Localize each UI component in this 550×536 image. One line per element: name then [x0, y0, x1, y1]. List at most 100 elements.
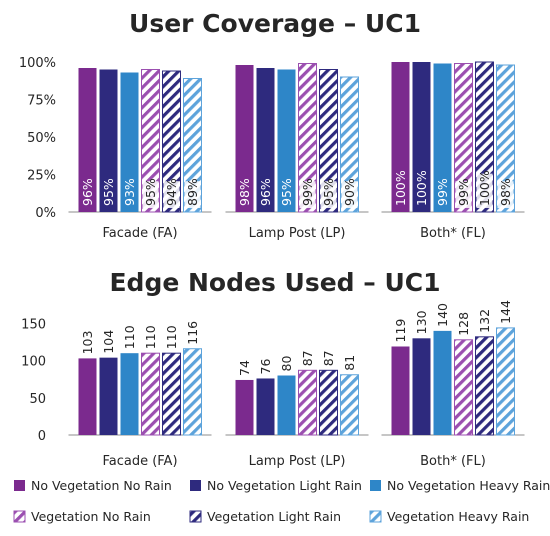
bar — [412, 62, 431, 212]
data-label: 81 — [342, 355, 357, 371]
bar — [183, 78, 202, 213]
user-coverage-chart: 0% 25% 50% 75% 100% Facade (FA) 96% 95% 93% 95% 94… — [19, 56, 525, 241]
data-label: 103 — [80, 331, 95, 355]
data-label: 110 — [122, 325, 137, 349]
bar — [454, 63, 473, 213]
data-label: 76 — [258, 359, 273, 375]
category-label: Lamp Post (LP) — [249, 454, 346, 469]
legend-label: No Vegetation Heavy Rain — [387, 478, 550, 493]
data-label: 128 — [456, 312, 471, 336]
data-label: 99% — [435, 178, 450, 206]
data-label: 87 — [300, 350, 315, 366]
data-label: 144 — [498, 300, 513, 324]
data-label: 132 — [477, 309, 492, 333]
bar — [433, 330, 452, 435]
bar — [78, 68, 97, 212]
category-label: Both* (FL) — [420, 454, 486, 469]
bar — [412, 338, 431, 435]
legend-swatch — [369, 510, 382, 523]
bar — [141, 69, 160, 213]
bar — [277, 375, 296, 435]
legend: No Vegetation No Rain No Vegetation Light… — [13, 478, 550, 524]
bar — [256, 378, 275, 435]
bar — [298, 369, 317, 436]
y-tick-label: 150 — [21, 317, 46, 332]
bar — [99, 357, 118, 435]
y-tick-label: 100% — [19, 56, 56, 71]
data-label: 104 — [101, 330, 116, 354]
data-label: 74 — [237, 360, 252, 376]
legend-swatch — [13, 510, 26, 523]
data-label: 95% — [143, 178, 158, 206]
bar — [120, 72, 139, 212]
legend-label: No Vegetation No Rain — [31, 478, 172, 493]
data-label-backing — [320, 181, 337, 208]
bar — [78, 358, 97, 435]
bar — [496, 327, 515, 436]
data-label: 95% — [279, 178, 294, 206]
data-label-backing — [142, 181, 159, 208]
bar — [162, 352, 181, 436]
data-label: 99% — [300, 178, 315, 206]
data-label: 110 — [143, 325, 158, 349]
category-label: Both* (FL) — [420, 226, 486, 241]
bar — [298, 63, 317, 213]
y-tick-label: 50 — [29, 392, 46, 407]
bar — [99, 69, 118, 212]
data-label-backing — [299, 181, 316, 208]
category-label: Facade (FA) — [102, 454, 177, 469]
legend-swatch — [370, 480, 381, 491]
data-label-backing — [455, 181, 472, 208]
y-tick-label: 0 — [38, 429, 46, 444]
bar — [319, 369, 338, 436]
data-label: 140 — [435, 303, 450, 327]
y-tick-label: 50% — [27, 131, 56, 146]
data-label: 80 — [279, 356, 294, 372]
bar — [391, 346, 410, 435]
data-label: 98% — [237, 178, 252, 206]
y-tick-label: 0% — [35, 206, 56, 221]
data-label-backing — [497, 181, 514, 208]
edge-nodes-chart: 0 50 100 150 Facade (FA) 103 104 110 110 110 116 La… — [21, 300, 525, 469]
data-label: 87 — [321, 350, 336, 366]
bar — [433, 63, 452, 212]
data-label: 119 — [393, 319, 408, 343]
legend-label: Vegetation No Rain — [31, 509, 151, 524]
bar — [454, 339, 473, 436]
bar — [340, 374, 359, 436]
data-label: 100% — [414, 170, 429, 206]
y-tick-label: 100 — [21, 355, 46, 370]
data-label: 95% — [321, 178, 336, 206]
data-label: 89% — [185, 178, 200, 206]
legend-swatch — [190, 480, 201, 491]
category-label: Facade (FA) — [102, 226, 177, 241]
data-label: 100% — [393, 170, 408, 206]
bar — [183, 348, 202, 436]
legend-swatch — [189, 510, 202, 523]
bar — [235, 65, 254, 212]
bar — [496, 64, 515, 213]
bar — [391, 62, 410, 212]
y-tick-label: 75% — [27, 94, 56, 109]
bar — [277, 69, 296, 212]
chart-title-edge-nodes: Edge Nodes Used – UC1 — [109, 268, 440, 297]
bar — [162, 70, 181, 213]
chart-title-user-coverage: User Coverage – UC1 — [129, 9, 421, 38]
data-label: 96% — [258, 178, 273, 206]
y-tick-label: 25% — [27, 169, 56, 184]
data-label: 116 — [185, 321, 200, 345]
data-label: 100% — [477, 170, 492, 206]
data-label: 130 — [414, 310, 429, 334]
data-label: 90% — [342, 178, 357, 206]
data-label: 98% — [498, 178, 513, 206]
data-label: 110 — [164, 325, 179, 349]
legend-label: No Vegetation Light Rain — [207, 478, 362, 493]
data-label-backing — [163, 181, 180, 208]
legend-label: Vegetation Heavy Rain — [387, 509, 529, 524]
data-label: 95% — [101, 178, 116, 206]
legend-swatch — [14, 480, 25, 491]
data-label-backing — [184, 181, 201, 208]
bar — [475, 336, 494, 436]
data-label: 94% — [164, 178, 179, 206]
